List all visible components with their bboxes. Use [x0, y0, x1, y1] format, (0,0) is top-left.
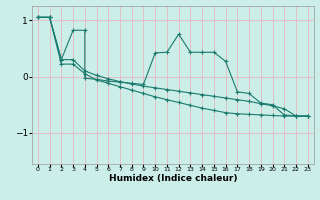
X-axis label: Humidex (Indice chaleur): Humidex (Indice chaleur) — [108, 174, 237, 183]
